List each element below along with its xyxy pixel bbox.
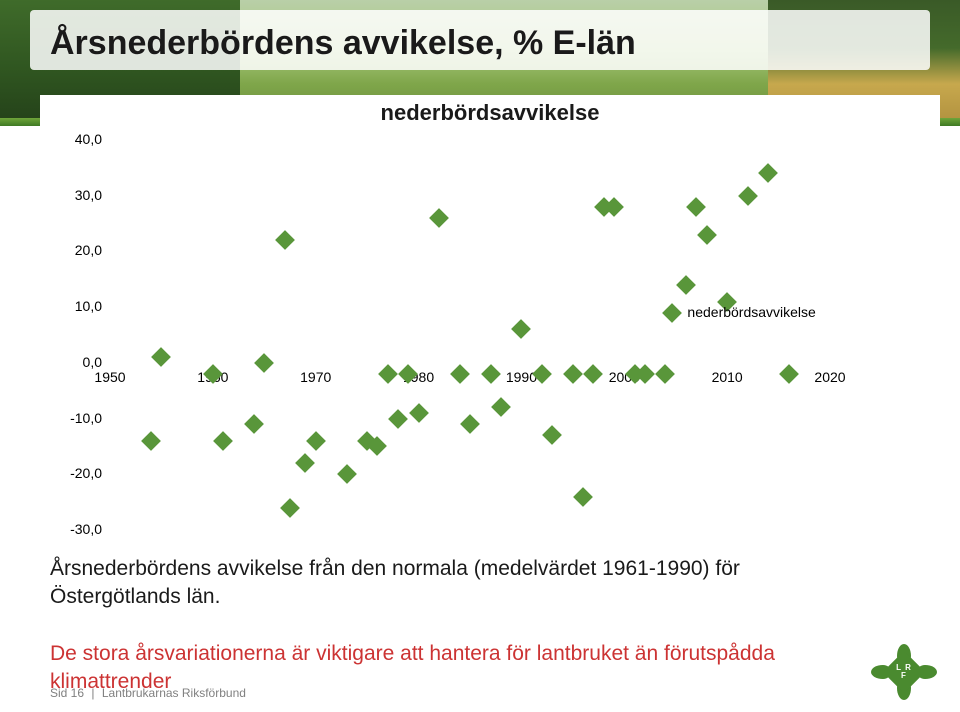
data-point <box>738 186 758 206</box>
data-point <box>337 464 357 484</box>
y-tick-label: 30,0 <box>42 187 102 203</box>
data-point <box>563 364 583 384</box>
y-tick-label: -10,0 <box>42 410 102 426</box>
x-tick-label: 1970 <box>291 369 341 385</box>
data-point <box>296 453 316 473</box>
chart-plot-area: 19501960197019801990200020102020-30,0-20… <box>110 140 830 530</box>
data-point <box>409 403 429 423</box>
body-text: Årsnederbördens avvikelse från den norma… <box>50 555 810 697</box>
data-point <box>573 487 593 507</box>
data-point <box>429 208 449 228</box>
x-tick-label: 1950 <box>85 369 135 385</box>
data-point <box>306 431 326 451</box>
data-point <box>275 230 295 250</box>
y-tick-label: -20,0 <box>42 465 102 481</box>
data-point <box>779 364 799 384</box>
data-point <box>697 225 717 245</box>
y-tick-label: 10,0 <box>42 298 102 314</box>
data-point <box>388 409 408 429</box>
lrf-logo: L R F <box>878 646 930 698</box>
data-point <box>512 320 532 340</box>
data-point <box>686 197 706 217</box>
data-point <box>141 431 161 451</box>
footer-page: Sid 16 <box>50 686 84 700</box>
data-point <box>542 425 562 445</box>
data-point <box>460 414 480 434</box>
data-point <box>450 364 470 384</box>
data-point <box>758 164 778 184</box>
body-line-2a: De stora årsvariationerna är viktigare a… <box>50 642 775 665</box>
data-point <box>254 353 274 373</box>
scatter-chart: nederbördsavvikelse 19501960197019801990… <box>40 95 940 545</box>
legend-label: nederbördsavvikelse <box>687 304 815 320</box>
data-point <box>213 431 233 451</box>
x-tick-label: 2020 <box>805 369 855 385</box>
data-point <box>676 275 696 295</box>
y-tick-label: 0,0 <box>42 354 102 370</box>
footer-separator: | <box>91 686 94 700</box>
x-tick-label: 2010 <box>702 369 752 385</box>
legend-marker-icon <box>663 303 683 323</box>
data-point <box>491 398 511 418</box>
logo-text: L R F <box>889 664 919 680</box>
body-line-1: Årsnederbördens avvikelse från den norma… <box>50 557 740 608</box>
logo-text-bottom: F <box>901 671 907 680</box>
footer: Sid 16 | Lantbrukarnas Riksförbund <box>50 686 246 700</box>
data-point <box>656 364 676 384</box>
y-tick-label: 20,0 <box>42 242 102 258</box>
y-tick-label: -30,0 <box>42 521 102 537</box>
data-point <box>152 347 172 367</box>
data-point <box>244 414 264 434</box>
data-point <box>280 498 300 518</box>
slide-title: Årsnederbördens avvikelse, % E-län <box>50 24 636 63</box>
chart-title: nederbördsavvikelse <box>40 100 940 126</box>
footer-org: Lantbrukarnas Riksförbund <box>102 686 246 700</box>
y-tick-label: 40,0 <box>42 131 102 147</box>
